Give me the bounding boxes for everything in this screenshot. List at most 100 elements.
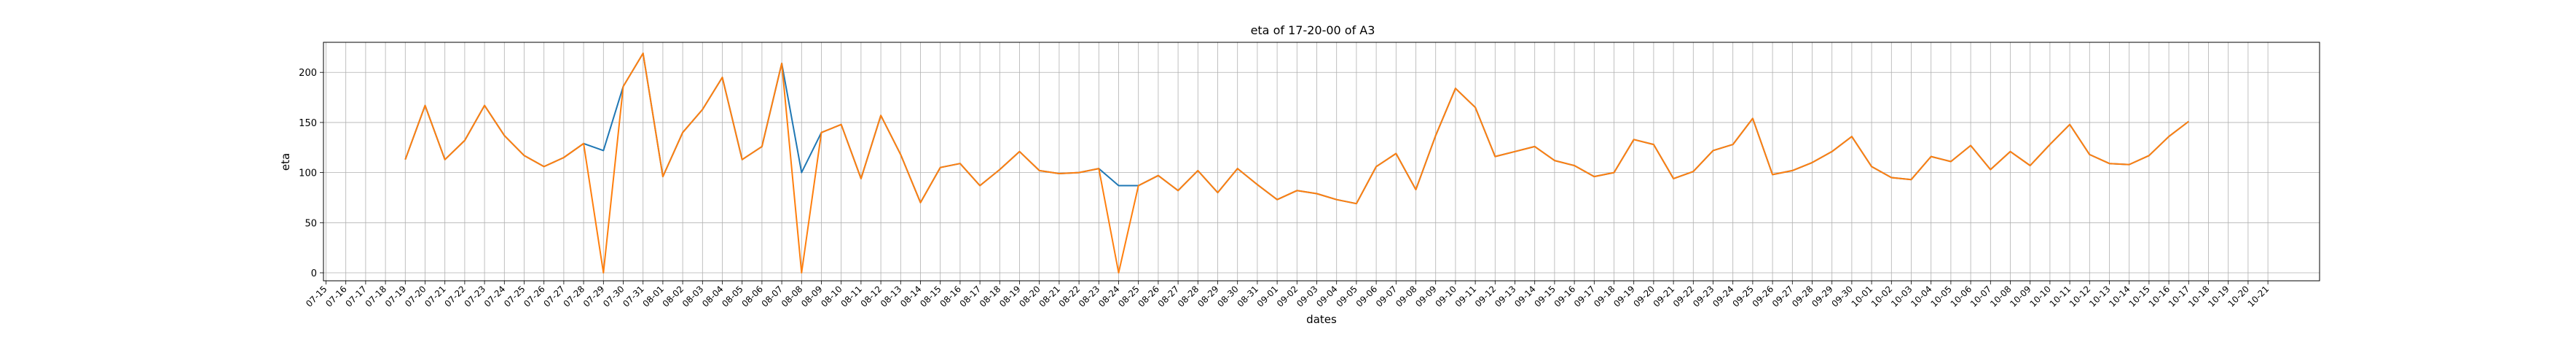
x-tick-label: 08-10 [819, 284, 844, 309]
x-tick-label: 08-01 [640, 284, 666, 309]
x-tick-label: 08-03 [680, 284, 706, 309]
x-tick-label: 08-25 [1116, 284, 1142, 309]
x-tick-label: 07-24 [482, 284, 508, 309]
x-tick-label: 10-18 [2186, 284, 2212, 309]
chart-title: eta of 17-20-00 of A3 [1251, 23, 1375, 37]
x-tick-label: 09-27 [1770, 284, 1796, 309]
x-tick-label: 10-07 [1968, 284, 1994, 309]
x-tick-label: 10-01 [1850, 284, 1875, 309]
series-layer [404, 53, 2189, 274]
x-tick-label: 08-02 [661, 284, 686, 309]
y-tick-label: 0 [311, 268, 317, 279]
x-tick-label: 10-09 [2008, 284, 2033, 309]
x-tick-label: 08-16 [938, 284, 963, 309]
x-tick-label: 07-27 [541, 284, 567, 309]
x-tick-label: 08-13 [879, 284, 904, 309]
x-axis-label: dates [1306, 313, 1337, 326]
x-tick-label: 09-02 [1275, 284, 1300, 309]
x-tick-label: 08-24 [1096, 284, 1122, 309]
x-tick-label: 07-18 [364, 284, 389, 309]
x-tick-label: 10-05 [1928, 284, 1954, 309]
x-tick-label: 08-14 [898, 284, 924, 309]
x-tick-label: 09-21 [1652, 284, 1677, 309]
x-tick-label: 09-19 [1611, 284, 1637, 309]
x-tick-label: 10-21 [2246, 284, 2271, 309]
x-tick-label: 09-06 [1354, 284, 1380, 309]
x-tick-label: 08-27 [1156, 284, 1182, 309]
x-tick-label: 08-22 [1057, 284, 1083, 309]
x-tick-label: 08-26 [1136, 284, 1161, 309]
x-tick-label: 07-26 [522, 284, 547, 309]
grid-layer [323, 42, 2320, 281]
x-tick-label: 07-28 [562, 284, 587, 309]
x-tick-label: 09-20 [1631, 284, 1657, 309]
x-tick-label: 09-23 [1691, 284, 1716, 309]
x-tick-label: 08-31 [1235, 284, 1260, 309]
x-ticks: 07-1507-1607-1707-1807-1907-2007-2107-22… [304, 281, 2271, 309]
x-tick-label: 08-15 [918, 284, 943, 309]
x-tick-label: 07-21 [423, 284, 448, 309]
x-tick-label: 08-23 [1077, 284, 1102, 309]
x-tick-label: 08-09 [799, 284, 825, 309]
x-tick-label: 07-20 [403, 284, 428, 309]
x-tick-label: 08-05 [720, 284, 745, 309]
x-tick-label: 10-03 [1889, 284, 1915, 309]
x-tick-label: 10-06 [1949, 284, 1974, 309]
x-tick-label: 09-25 [1730, 284, 1756, 309]
x-tick-label: 08-21 [1037, 284, 1062, 309]
y-tick-label: 100 [299, 168, 317, 179]
x-tick-label: 09-16 [1552, 284, 1578, 309]
x-tick-label: 08-19 [997, 284, 1023, 309]
x-tick-label: 09-13 [1493, 284, 1518, 309]
x-tick-label: 10-15 [2127, 284, 2152, 309]
x-tick-label: 08-20 [1017, 284, 1042, 309]
x-tick-label: 09-28 [1790, 284, 1815, 309]
x-tick-label: 09-24 [1711, 284, 1736, 309]
x-tick-label: 09-30 [1829, 284, 1855, 309]
x-tick-label: 08-06 [739, 284, 765, 309]
y-tick-label: 150 [299, 118, 317, 129]
x-tick-label: 08-30 [1215, 284, 1241, 309]
x-tick-label: 08-07 [760, 284, 785, 309]
x-tick-label: 08-11 [839, 284, 864, 309]
x-tick-label: 07-30 [601, 284, 627, 309]
x-tick-label: 09-18 [1592, 284, 1617, 309]
x-tick-label: 10-20 [2226, 284, 2251, 309]
x-tick-label: 07-22 [442, 284, 468, 309]
x-tick-label: 10-17 [2167, 284, 2192, 309]
x-tick-label: 09-26 [1751, 284, 1776, 309]
x-tick-label: 09-12 [1473, 284, 1499, 309]
x-tick-label: 10-02 [1869, 284, 1895, 309]
x-tick-label: 10-13 [2087, 284, 2113, 309]
x-tick-label: 09-17 [1572, 284, 1598, 309]
x-tick-label: 07-19 [383, 284, 409, 309]
x-tick-label: 09-04 [1314, 284, 1340, 309]
x-tick-label: 10-12 [2068, 284, 2093, 309]
x-tick-label: 07-31 [621, 284, 646, 309]
x-tick-label: 07-15 [304, 284, 329, 309]
x-tick-label: 10-08 [1988, 284, 2014, 309]
x-tick-label: 09-15 [1532, 284, 1558, 309]
x-tick-label: 08-08 [780, 284, 805, 309]
x-tick-label: 09-07 [1374, 284, 1399, 309]
y-axis-label: eta [279, 153, 292, 171]
x-tick-label: 09-10 [1433, 284, 1458, 309]
x-tick-label: 09-14 [1512, 284, 1538, 309]
x-tick-label: 07-25 [502, 284, 527, 309]
series-line-2 [404, 53, 2189, 274]
x-tick-label: 09-08 [1394, 284, 1419, 309]
x-tick-label: 10-11 [2048, 284, 2073, 309]
y-tick-label: 50 [305, 218, 317, 229]
x-tick-label: 10-14 [2107, 284, 2132, 309]
x-tick-label: 08-12 [859, 284, 884, 309]
x-tick-label: 09-03 [1295, 284, 1320, 309]
x-tick-label: 07-17 [343, 284, 369, 309]
x-tick-label: 08-28 [1176, 284, 1201, 309]
x-tick-label: 09-05 [1334, 284, 1359, 309]
x-tick-label: 07-16 [323, 284, 349, 309]
x-tick-label: 08-29 [1195, 284, 1221, 309]
x-tick-label: 10-16 [2147, 284, 2172, 309]
plot-frame [323, 42, 2320, 282]
